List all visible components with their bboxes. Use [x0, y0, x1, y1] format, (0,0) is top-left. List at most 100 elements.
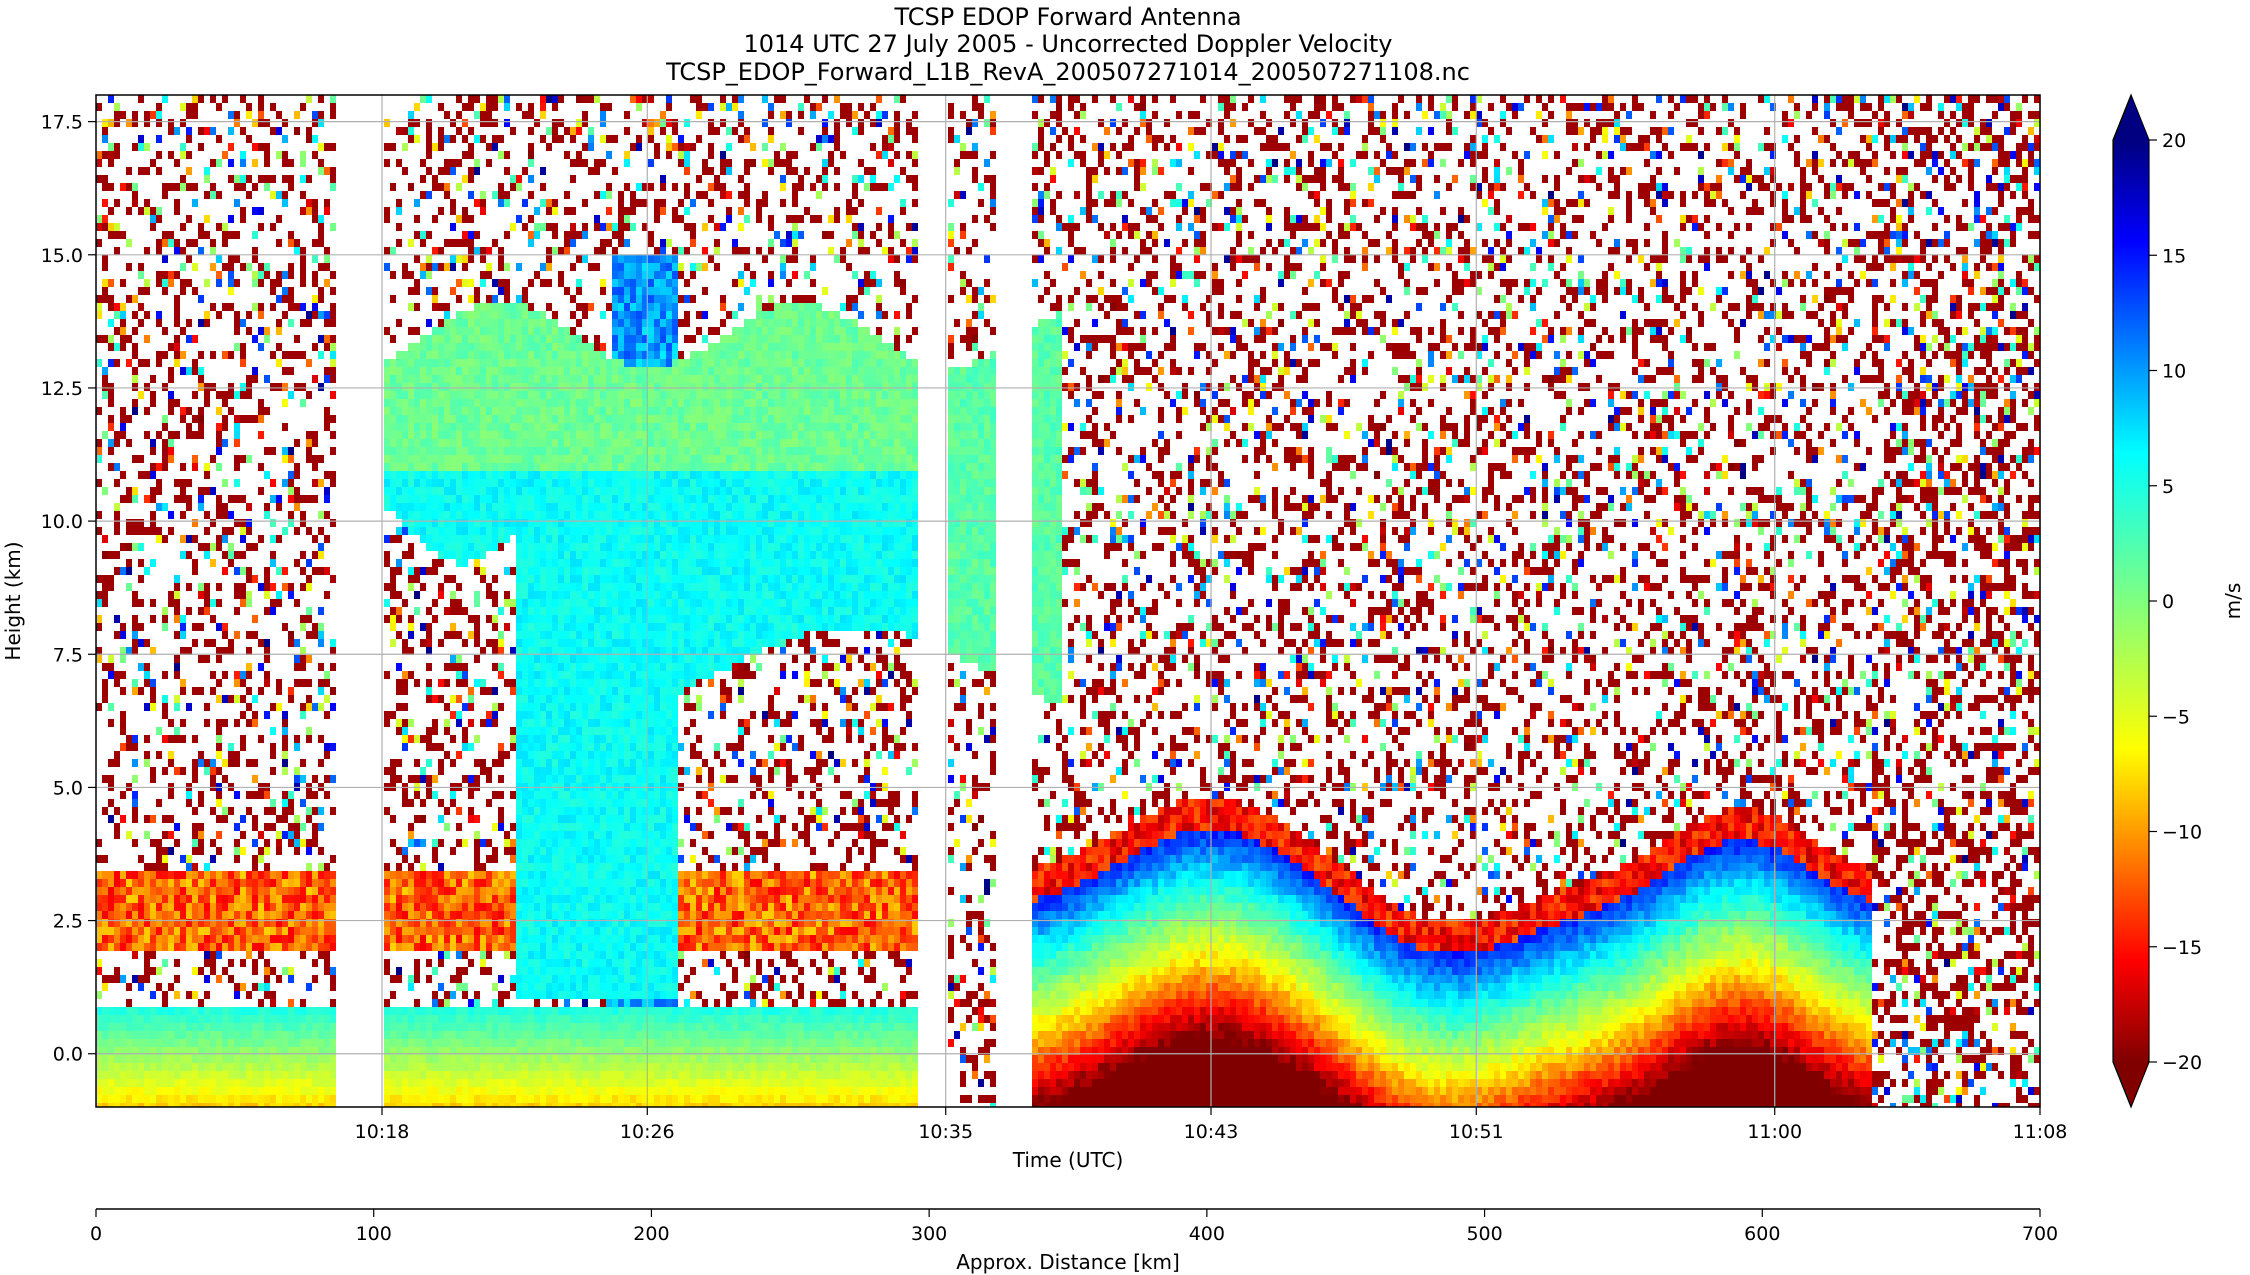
heatmap-cell: [318, 1039, 324, 1047]
heatmap-cell: [444, 439, 450, 447]
heatmap-cell: [504, 895, 510, 903]
heatmap-cell: [288, 839, 294, 847]
heatmap-cell: [282, 719, 288, 727]
heatmap-cell: [210, 911, 216, 919]
heatmap-cell: [174, 351, 180, 359]
heatmap-cell: [510, 223, 516, 231]
heatmap-cell: [240, 1031, 246, 1039]
heatmap-cell: [402, 383, 408, 391]
heatmap-cell: [318, 223, 324, 231]
heatmap-cell: [408, 343, 414, 351]
heatmap-cell: [516, 791, 522, 799]
heatmap-cell: [420, 1087, 426, 1095]
heatmap-cell: [468, 631, 474, 639]
heatmap-cell: [426, 1015, 432, 1023]
heatmap-cell: [168, 591, 174, 599]
heatmap-cell: [492, 343, 498, 351]
heatmap-cell: [498, 351, 504, 359]
heatmap-cell: [282, 119, 288, 127]
heatmap-cell: [468, 1039, 474, 1047]
heatmap-cell: [300, 191, 306, 199]
heatmap-cell: [156, 983, 162, 991]
heatmap-cell: [210, 95, 216, 103]
heatmap-cell: [528, 495, 534, 503]
heatmap-cell: [552, 775, 558, 783]
heatmap-cell: [108, 343, 114, 351]
heatmap-cell: [396, 663, 402, 671]
heatmap-cell: [384, 431, 390, 439]
heatmap-cell: [522, 991, 528, 999]
heatmap-cell: [330, 1007, 336, 1015]
heatmap-cell: [546, 551, 552, 559]
heatmap-cell: [126, 359, 132, 367]
heatmap-cell: [528, 215, 534, 223]
heatmap-cell: [294, 847, 300, 855]
heatmap-cell: [150, 687, 156, 695]
heatmap-cell: [552, 631, 558, 639]
heatmap-cell: [438, 695, 444, 703]
heatmap-cell: [204, 215, 210, 223]
heatmap-cell: [258, 223, 264, 231]
heatmap-cell: [462, 231, 468, 239]
heatmap-cell: [396, 871, 402, 879]
heatmap-cell: [468, 239, 474, 247]
heatmap-cell: [528, 111, 534, 119]
heatmap-cell: [120, 319, 126, 327]
heatmap-cell: [516, 391, 522, 399]
heatmap-cell: [546, 207, 552, 215]
heatmap-cell: [504, 263, 510, 271]
heatmap-cell: [330, 1031, 336, 1039]
heatmap-cell: [558, 567, 564, 575]
heatmap-cell: [408, 135, 414, 143]
heatmap-cell: [486, 1063, 492, 1071]
heatmap-cell: [144, 1071, 150, 1079]
heatmap-cell: [318, 159, 324, 167]
heatmap-cell: [186, 279, 192, 287]
heatmap-cell: [294, 463, 300, 471]
heatmap-cell: [456, 391, 462, 399]
heatmap-cell: [480, 567, 486, 575]
heatmap-cell: [294, 239, 300, 247]
heatmap-cell: [150, 487, 156, 495]
heatmap-cell: [234, 1079, 240, 1087]
heatmap-cell: [486, 159, 492, 167]
heatmap-cell: [318, 295, 324, 303]
heatmap-cell: [114, 679, 120, 687]
heatmap-cell: [186, 1055, 192, 1063]
heatmap-cell: [432, 175, 438, 183]
heatmap-cell: [258, 1095, 264, 1103]
heatmap-cell: [504, 287, 510, 295]
heatmap-cell: [546, 255, 552, 263]
heatmap-cell: [438, 127, 444, 135]
heatmap-cell: [132, 119, 138, 127]
heatmap-cell: [192, 839, 198, 847]
heatmap-cell: [528, 1095, 534, 1103]
heatmap-cell: [474, 399, 480, 407]
heatmap-cell: [546, 519, 552, 527]
heatmap-cell: [468, 935, 474, 943]
heatmap-cell: [462, 431, 468, 439]
heatmap-cell: [186, 863, 192, 871]
heatmap-cell: [456, 423, 462, 431]
heatmap-cell: [276, 495, 282, 503]
heatmap-cell: [318, 287, 324, 295]
heatmap-cell: [276, 319, 282, 327]
heatmap-cell: [120, 1071, 126, 1079]
heatmap-cell: [240, 1039, 246, 1047]
heatmap-cell: [144, 287, 150, 295]
heatmap-cell: [114, 895, 120, 903]
heatmap-cell: [498, 639, 504, 647]
heatmap-cell: [552, 575, 558, 583]
heatmap-cell: [474, 911, 480, 919]
heatmap-cell: [438, 335, 444, 343]
heatmap-cell: [510, 855, 516, 863]
heatmap-cell: [312, 551, 318, 559]
heatmap-cell: [156, 1015, 162, 1023]
heatmap-cell: [522, 511, 528, 519]
heatmap-cell: [498, 439, 504, 447]
heatmap-cell: [282, 479, 288, 487]
heatmap-cell: [486, 527, 492, 535]
heatmap-cell: [534, 663, 540, 671]
heatmap-cell: [246, 599, 252, 607]
heatmap-cell: [138, 143, 144, 151]
